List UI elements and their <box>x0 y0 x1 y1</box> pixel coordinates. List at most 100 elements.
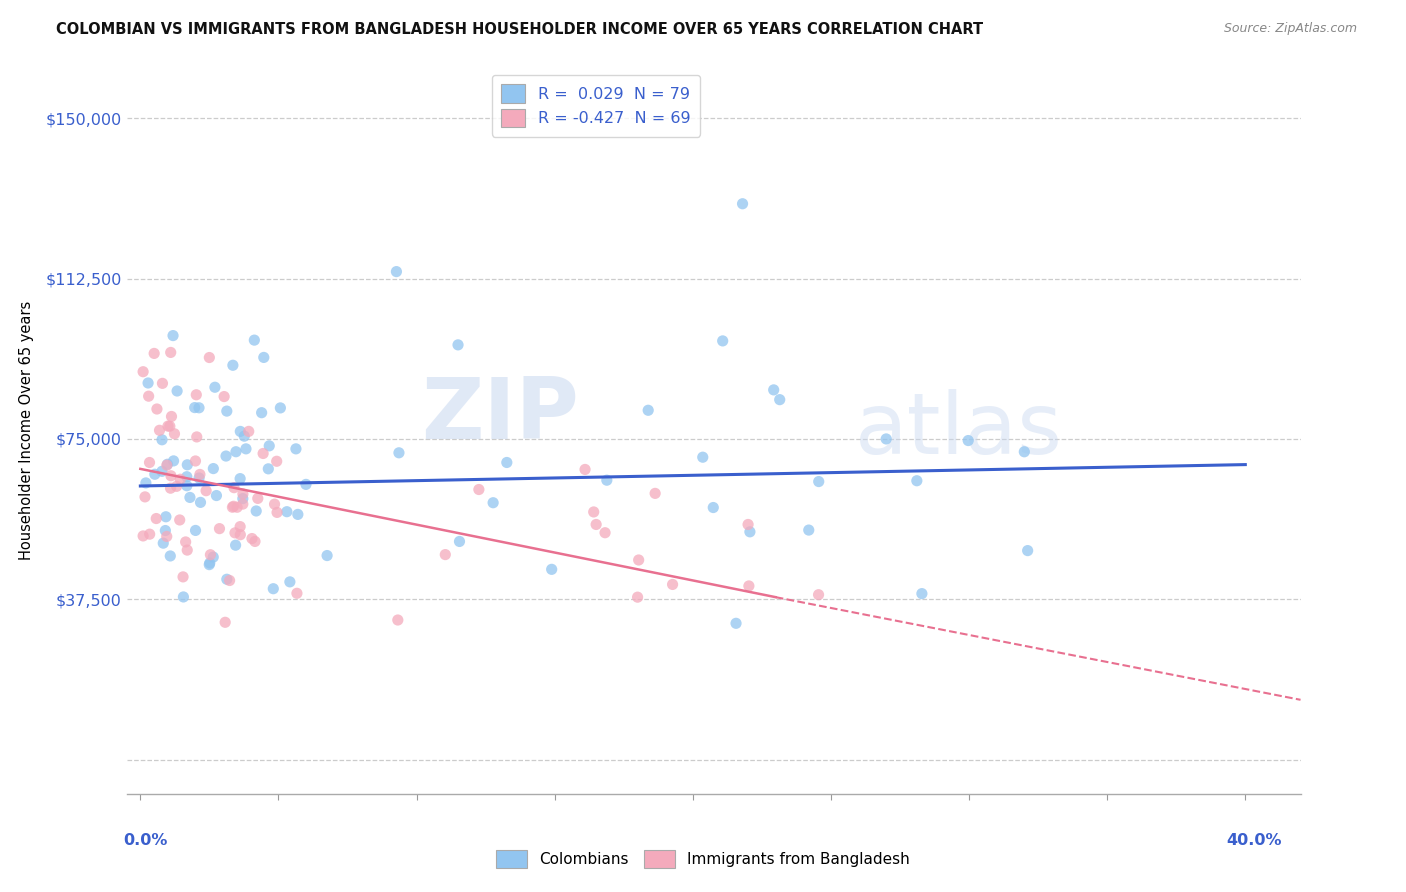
Point <box>155 524 177 538</box>
Point <box>246 491 269 506</box>
Point <box>434 548 457 562</box>
Point <box>166 479 188 493</box>
Point <box>150 433 173 447</box>
Point <box>202 461 225 475</box>
Point <box>143 467 166 482</box>
Point <box>243 534 266 549</box>
Point <box>257 462 280 476</box>
Point <box>225 538 247 552</box>
Point <box>152 536 174 550</box>
Point <box>911 586 934 600</box>
Point <box>198 351 221 365</box>
Point <box>156 419 179 434</box>
Point <box>229 519 252 533</box>
Point <box>132 529 155 543</box>
Point <box>807 588 830 602</box>
Point <box>215 404 238 418</box>
Point <box>163 426 186 441</box>
Point <box>1017 543 1039 558</box>
Point <box>198 558 221 572</box>
Point <box>266 505 288 519</box>
Point <box>156 529 179 543</box>
Point <box>253 351 276 365</box>
Point <box>627 553 650 567</box>
Point <box>186 430 208 444</box>
Point <box>232 487 254 501</box>
Point <box>184 524 207 538</box>
Point <box>276 505 298 519</box>
Point <box>222 500 245 514</box>
Point <box>135 475 157 490</box>
Point <box>224 525 246 540</box>
Point <box>875 432 897 446</box>
Point <box>148 423 170 437</box>
Point <box>143 346 166 360</box>
Point <box>176 479 198 493</box>
Text: ZIP: ZIP <box>420 375 578 458</box>
Point <box>222 481 245 495</box>
Point <box>204 380 226 394</box>
Point <box>262 582 284 596</box>
Point <box>166 384 188 398</box>
Point <box>738 579 761 593</box>
Point <box>468 483 491 497</box>
Point <box>596 473 619 487</box>
Point <box>540 562 562 576</box>
Point <box>212 390 235 404</box>
Point <box>188 471 211 485</box>
Point <box>198 556 221 570</box>
Point <box>172 570 194 584</box>
Point <box>233 429 256 443</box>
Point <box>243 333 266 347</box>
Point <box>159 549 181 563</box>
Point <box>266 454 288 468</box>
Point <box>269 401 291 415</box>
Legend: R =  0.029  N = 79, R = -0.427  N = 69: R = 0.029 N = 79, R = -0.427 N = 69 <box>492 75 700 136</box>
Point <box>724 616 747 631</box>
Point <box>232 491 254 506</box>
Point <box>797 523 820 537</box>
Point <box>136 376 159 390</box>
Point <box>176 543 198 558</box>
Point <box>218 574 240 588</box>
Point <box>278 574 301 589</box>
Point <box>188 401 211 415</box>
Point <box>156 458 179 473</box>
Point <box>183 401 205 415</box>
Point <box>138 389 160 403</box>
Point <box>232 497 254 511</box>
Point <box>1014 444 1036 458</box>
Point <box>138 455 160 469</box>
Point <box>162 454 184 468</box>
Point <box>202 550 225 565</box>
Point <box>150 464 173 478</box>
Point <box>215 449 238 463</box>
Point <box>692 450 714 465</box>
Point <box>762 383 785 397</box>
Point <box>229 527 252 541</box>
Point <box>188 467 211 482</box>
Point <box>159 481 181 495</box>
Point <box>287 508 309 522</box>
Point <box>257 439 280 453</box>
Point <box>637 403 659 417</box>
Point <box>226 500 249 515</box>
Point <box>807 475 830 489</box>
Point <box>215 572 238 586</box>
Point <box>582 505 605 519</box>
Point <box>385 264 408 278</box>
Point <box>159 345 181 359</box>
Point <box>195 483 218 498</box>
Point <box>174 535 197 549</box>
Text: COLOMBIAN VS IMMIGRANTS FROM BANGLADESH HOUSEHOLDER INCOME OVER 65 YEARS CORRELA: COLOMBIAN VS IMMIGRANTS FROM BANGLADESH … <box>56 22 983 37</box>
Point <box>905 474 928 488</box>
Point <box>245 504 267 518</box>
Point <box>221 500 243 515</box>
Point <box>155 509 177 524</box>
Text: atlas: atlas <box>855 389 1063 472</box>
Point <box>769 392 792 407</box>
Point <box>132 365 155 379</box>
Point <box>626 590 648 604</box>
Point <box>146 402 169 417</box>
Point <box>284 442 307 456</box>
